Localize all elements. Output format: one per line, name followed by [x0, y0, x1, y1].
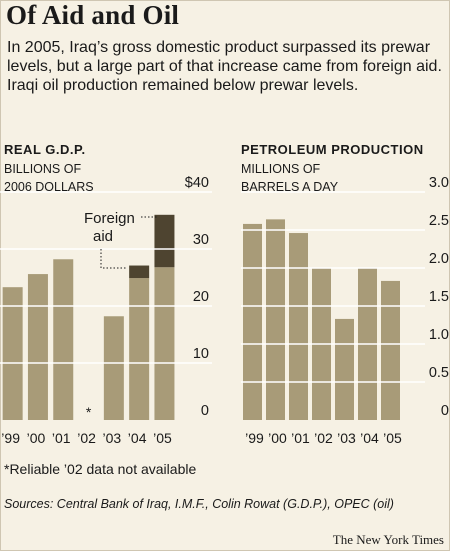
gdp-x-tick-label: ’00	[27, 430, 46, 446]
oil-bar-main	[335, 318, 354, 420]
oil-bar-main	[289, 233, 308, 420]
aid-leader-line-1	[100, 249, 128, 269]
gdp-x-tick-label: ’02	[77, 430, 96, 446]
gdp-x-tick-label: ’04	[128, 430, 147, 446]
gdp-y-tick-label: 10	[193, 346, 209, 362]
oil-bar-main	[381, 280, 400, 420]
intro-text: In 2005, Iraq’s gross domestic product s…	[7, 39, 442, 94]
gdp-chart-unit: BILLIONS OF 2006 DOLLARS	[4, 160, 154, 196]
oil-y-tick-label: 2.5	[429, 213, 449, 229]
oil-y-tick-label: 0.5	[429, 365, 449, 381]
oil-unit-line-2: BARRELS A DAY	[241, 180, 339, 194]
gdp-bar-main	[129, 278, 150, 420]
gdp-x-tick-label: ’03	[103, 430, 122, 446]
oil-x-tick-label: ’00	[268, 430, 287, 446]
gdp-unit-line-2: 2006 DOLLARS	[4, 180, 94, 194]
oil-bar-main	[266, 219, 285, 420]
gdp-bar-main	[103, 316, 124, 420]
sources: Sources: Central Bank of Iraq, I.M.F., C…	[4, 497, 394, 511]
oil-x-tick-label: ’01	[291, 430, 310, 446]
gdp-unit-line-1: BILLIONS OF	[4, 162, 82, 176]
oil-y-tick-label: 2.0	[429, 251, 449, 267]
aid-annotation-line-2: aid	[93, 228, 113, 245]
oil-y-tick-label: 0	[441, 403, 449, 419]
gdp-bar-main	[2, 287, 23, 420]
gdp-bar-aid	[154, 214, 175, 268]
gdp-bar-aid	[129, 265, 150, 279]
gdp-y-tick-label: 30	[193, 232, 209, 248]
oil-x-tick-label: ’02	[314, 430, 333, 446]
gdp-bar-main	[53, 259, 74, 420]
oil-x-tick-label: ’03	[337, 430, 356, 446]
oil-unit-line-1: MILLIONS OF	[241, 162, 321, 176]
gdp-x-tick-label: ’05	[153, 430, 172, 446]
credit: The New York Times	[332, 532, 444, 547]
oil-x-tick-label: ’04	[360, 430, 379, 446]
gdp-x-tick-label: ’99	[1, 430, 20, 446]
oil-chart-unit: MILLIONS OF BARRELS A DAY	[241, 160, 391, 196]
oil-chart-title: PETROLEUM PRODUCTION	[241, 142, 424, 157]
gdp-chart-title: REAL G.D.P.	[4, 142, 86, 157]
oil-x-tick-label: ’05	[383, 430, 402, 446]
gdp-missing-marker: *	[86, 404, 92, 420]
gdp-bar-main	[27, 274, 48, 420]
oil-y-tick-label: 1.0	[429, 327, 449, 343]
aid-annotation-line-1: Foreign	[84, 210, 135, 227]
gdp-y-tick-label: 20	[193, 289, 209, 305]
gdp-bar-main	[154, 267, 175, 420]
oil-y-tick-label: 1.5	[429, 289, 449, 305]
gdp-x-tick-label: ’01	[52, 430, 71, 446]
footnote: *Reliable ’02 data not available	[4, 461, 197, 477]
gdp-y-tick-label: $40	[185, 175, 209, 191]
oil-bar-main	[243, 223, 262, 420]
headline: Of Aid and Oil	[6, 0, 180, 30]
oil-x-tick-label: ’99	[245, 430, 264, 446]
gdp-y-tick-label: 0	[201, 403, 209, 419]
oil-y-tick-label: 3.0	[429, 175, 449, 191]
